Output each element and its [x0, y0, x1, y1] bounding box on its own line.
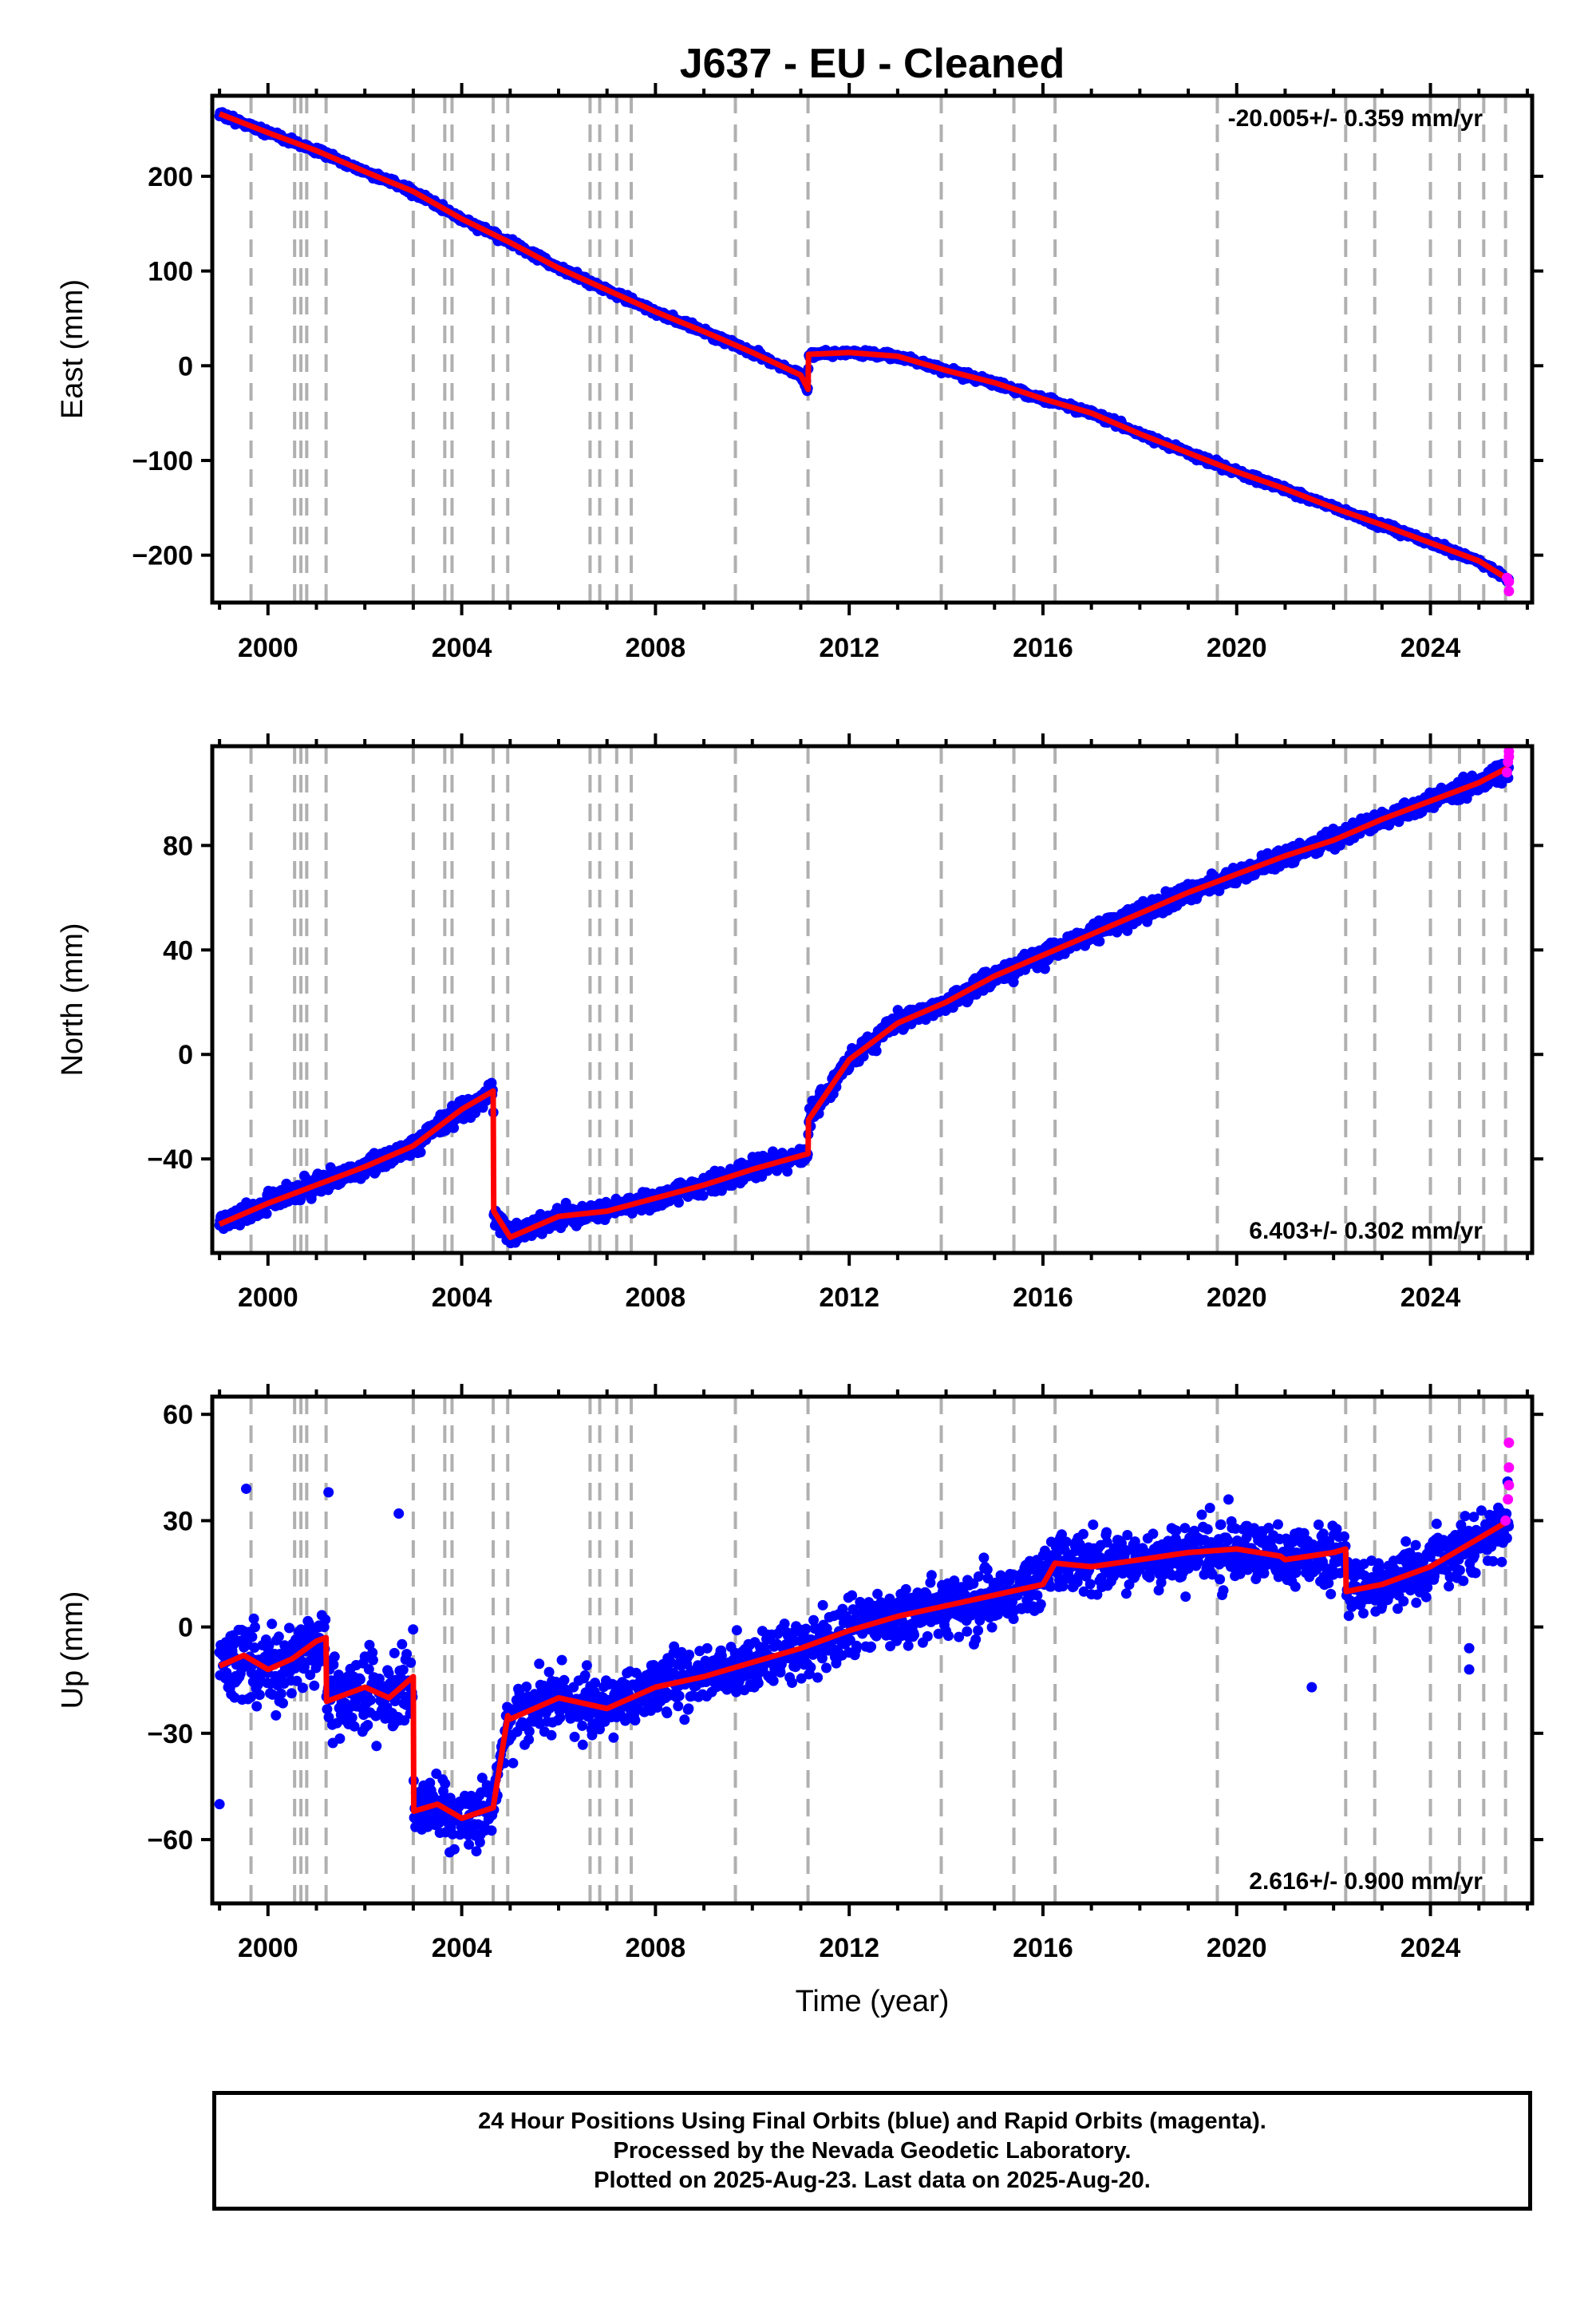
final-orbit-point [250, 1622, 260, 1633]
final-orbit-point [697, 1190, 709, 1201]
final-orbit-point [1039, 963, 1050, 974]
final-orbit-point [349, 1721, 360, 1732]
final-orbit-point [251, 1701, 263, 1712]
final-orbit-point [291, 1675, 302, 1686]
panel-frame [210, 93, 1535, 605]
final-orbit-point [367, 1647, 378, 1658]
y-tick-label: 100 [148, 257, 193, 287]
final-orbit-point [871, 1045, 882, 1057]
y-tick-label: −100 [132, 446, 193, 476]
y-tick-label: 40 [163, 935, 193, 966]
rapid-orbit-point [1503, 746, 1515, 757]
final-orbit-point [297, 1682, 308, 1694]
final-orbit-point [271, 1709, 282, 1721]
final-orbit-point [329, 1651, 340, 1662]
final-orbit-point [248, 1613, 259, 1624]
final-orbit-point [284, 1622, 294, 1634]
final-orbit-points [214, 757, 1515, 1249]
final-orbit-point [320, 1614, 331, 1625]
final-orbit-point [261, 1208, 272, 1219]
panels: −200 −100 0 100 200 2000 2004 2008 2012 2016 2020 2… [56, 83, 1543, 1963]
final-orbit-point [267, 1689, 278, 1700]
final-orbit-point [305, 1670, 316, 1681]
final-orbit-point [298, 1662, 310, 1673]
x-tick-label: 2008 [626, 633, 686, 663]
final-orbit-point [328, 1659, 339, 1670]
final-orbit-point [322, 1704, 333, 1715]
x-tick-label: 2020 [1207, 633, 1267, 663]
x-tick-label: 2000 [238, 1282, 298, 1313]
final-orbit-point [346, 1712, 358, 1723]
panel-frame [210, 744, 1535, 1255]
rate-annotation: -20.005+/- 0.359 mm/yr [1228, 105, 1483, 132]
final-orbit-point [254, 1690, 265, 1701]
final-orbit-point [247, 1631, 258, 1642]
final-orbit-point [367, 1654, 378, 1666]
final-orbit-point [245, 1692, 256, 1703]
final-orbit-points [214, 107, 1515, 587]
y-tick-label: 200 [148, 162, 193, 192]
model-line [218, 111, 1511, 583]
final-orbit-point [1094, 936, 1105, 947]
panel-1: −200 −100 0 100 200 2000 2004 2008 2012 2016 2020 2… [56, 83, 1543, 663]
x-tick-label: 2020 [1207, 1282, 1267, 1313]
final-orbit-point [354, 1674, 365, 1685]
final-orbit-point [470, 1108, 481, 1118]
y-tick-label: 0 [178, 1040, 193, 1070]
rapid-orbit-point [1503, 576, 1515, 587]
x-tick-label: 2016 [1013, 1282, 1073, 1313]
final-orbit-point [674, 1197, 684, 1208]
final-orbit-point [263, 1640, 275, 1651]
rapid-orbit-points [1501, 572, 1515, 597]
y-tick-label: 80 [163, 831, 193, 861]
x-tick-label: 2004 [432, 633, 492, 663]
chart-title: J637 - EU - Cleaned [680, 41, 1065, 87]
final-orbit-point [334, 1733, 346, 1744]
final-orbit-point [383, 1668, 394, 1679]
y-axis-label: East (mm) [56, 279, 89, 419]
x-tick-label: 2012 [819, 1282, 879, 1313]
final-orbit-point [362, 1720, 373, 1730]
x-tick-label: 2004 [432, 1282, 492, 1313]
y-tick-label: −40 [147, 1144, 193, 1175]
final-orbit-point [309, 1680, 320, 1691]
final-orbit-point [267, 1618, 278, 1630]
x-tick-label: 2024 [1400, 1282, 1461, 1313]
model-line [218, 765, 1511, 1240]
final-orbit-points [214, 1476, 1515, 1858]
final-orbit-point [286, 1688, 297, 1699]
x-tick-label: 2000 [238, 633, 298, 663]
final-orbit-point [278, 1697, 288, 1709]
final-orbit-point [415, 1147, 426, 1158]
y-axis-label: North (mm) [56, 923, 89, 1076]
final-orbit-point [249, 1642, 260, 1653]
y-tick-label: 0 [178, 351, 193, 381]
rapid-orbit-point [1503, 586, 1515, 597]
final-orbit-point [363, 1664, 374, 1675]
final-orbit-point [273, 1631, 284, 1642]
x-tick-label: 2008 [626, 1282, 686, 1313]
final-orbit-point [365, 1694, 376, 1705]
final-orbit-point [331, 1717, 342, 1729]
x-tick-label: 2024 [1400, 633, 1461, 663]
final-orbit-point [275, 1688, 286, 1699]
final-orbit-point [448, 1122, 460, 1133]
rapid-orbit-points [1501, 746, 1515, 778]
rate-annotation: 6.403+/- 0.302 mm/yr [1249, 1218, 1483, 1244]
final-orbit-point [782, 1166, 793, 1177]
final-orbit-point [373, 1674, 385, 1684]
rapid-orbit-point [1501, 767, 1512, 778]
y-tick-label: −200 [132, 541, 193, 571]
x-tick-label: 2012 [819, 633, 879, 663]
final-orbit-point [1122, 925, 1133, 936]
x-tick-label: 2016 [1013, 633, 1073, 663]
panel-2: −40 0 40 80 2000 2004 2008 2012 2016 2020 2024 Nort… [56, 733, 1543, 1313]
final-orbit-point [371, 1741, 382, 1752]
